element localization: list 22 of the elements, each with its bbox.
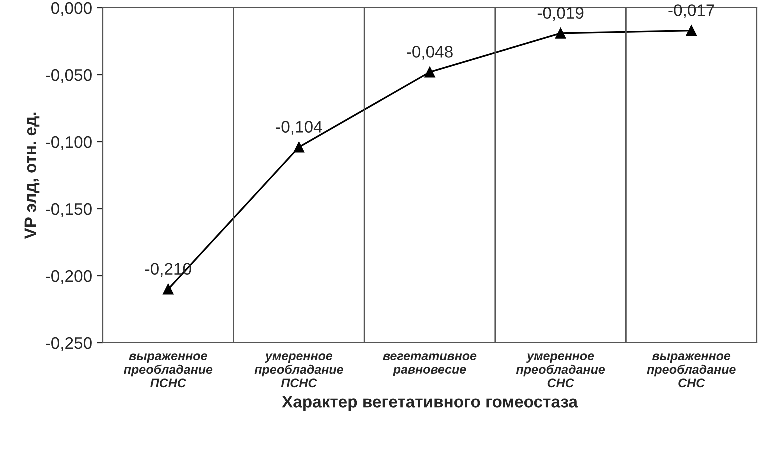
point [424,66,436,78]
point [555,28,566,39]
point [686,25,697,36]
y-tick-label: -0,100 [46,136,92,150]
x-axis-title: Характер вегетативного гомеостаза [282,396,578,412]
y-tick-label: -0,050 [46,69,92,84]
y-tick-label: -0,250 [46,337,92,352]
y-tick-label: 0,000 [52,2,92,16]
y-axis-title: VP элд, отн. ед. [24,112,40,240]
y-tick-label: -0,150 [46,203,92,218]
data-label: -0,104 [276,121,322,135]
point [163,284,174,295]
x-tick-label: умеренное преобладание СНС [516,354,606,388]
data-label: -0,019 [538,7,584,22]
y-tick-label: -0,200 [46,270,92,284]
point [294,142,305,153]
x-tick-label: выраженное преобладание СНС [647,354,736,388]
x-tick-label: умеренное преобладание ПСНС [254,354,344,388]
data-label: -0,017 [668,4,714,18]
x-tick-label: вегетативное равновесие [383,354,477,376]
x-tick-label: выраженное преобладание ПСНС [124,354,213,388]
data-label: -0,048 [407,46,453,60]
